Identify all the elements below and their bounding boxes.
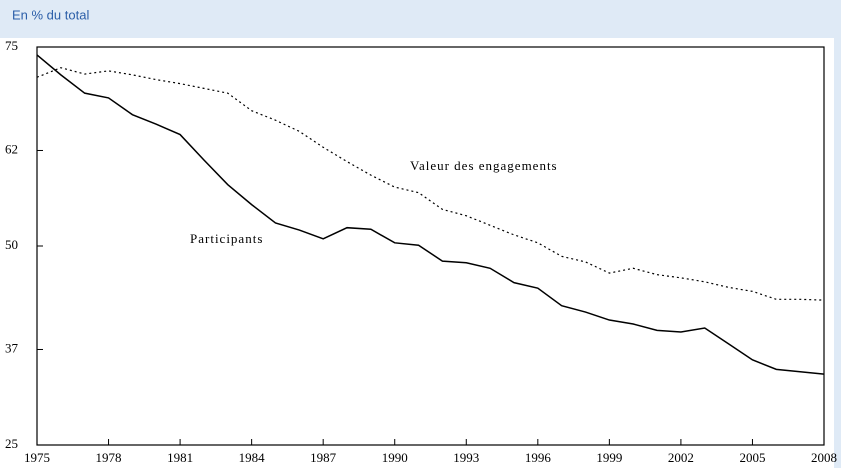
- x-tick-label: 1990: [382, 450, 408, 465]
- series-line: [36, 54, 825, 375]
- x-tick-label: 1984: [239, 450, 266, 465]
- x-tick-label: 2002: [668, 450, 694, 465]
- x-tick-label: 1978: [96, 450, 122, 465]
- x-tick-label: 2005: [739, 450, 765, 465]
- series-label: Valeur des engagements: [410, 158, 558, 173]
- x-tick-label: 1981: [167, 450, 193, 465]
- x-tick-label: 1975: [24, 450, 50, 465]
- x-tick-label: 1999: [596, 450, 622, 465]
- x-tick-label: 1993: [453, 450, 479, 465]
- x-tick-label: 2008: [811, 450, 837, 465]
- x-tick-label: 1996: [525, 450, 552, 465]
- y-tick-label: 75: [5, 38, 18, 53]
- series-line: [36, 67, 825, 301]
- y-tick-label: 50: [5, 237, 18, 252]
- plot-background: [0, 38, 834, 468]
- chart-title: En % du total: [12, 7, 89, 22]
- y-tick-label: 62: [5, 141, 18, 156]
- y-tick-label: 37: [5, 340, 19, 355]
- x-tick-label: 1987: [310, 450, 337, 465]
- series-label: Participants: [190, 231, 263, 246]
- y-tick-label: 25: [5, 436, 18, 451]
